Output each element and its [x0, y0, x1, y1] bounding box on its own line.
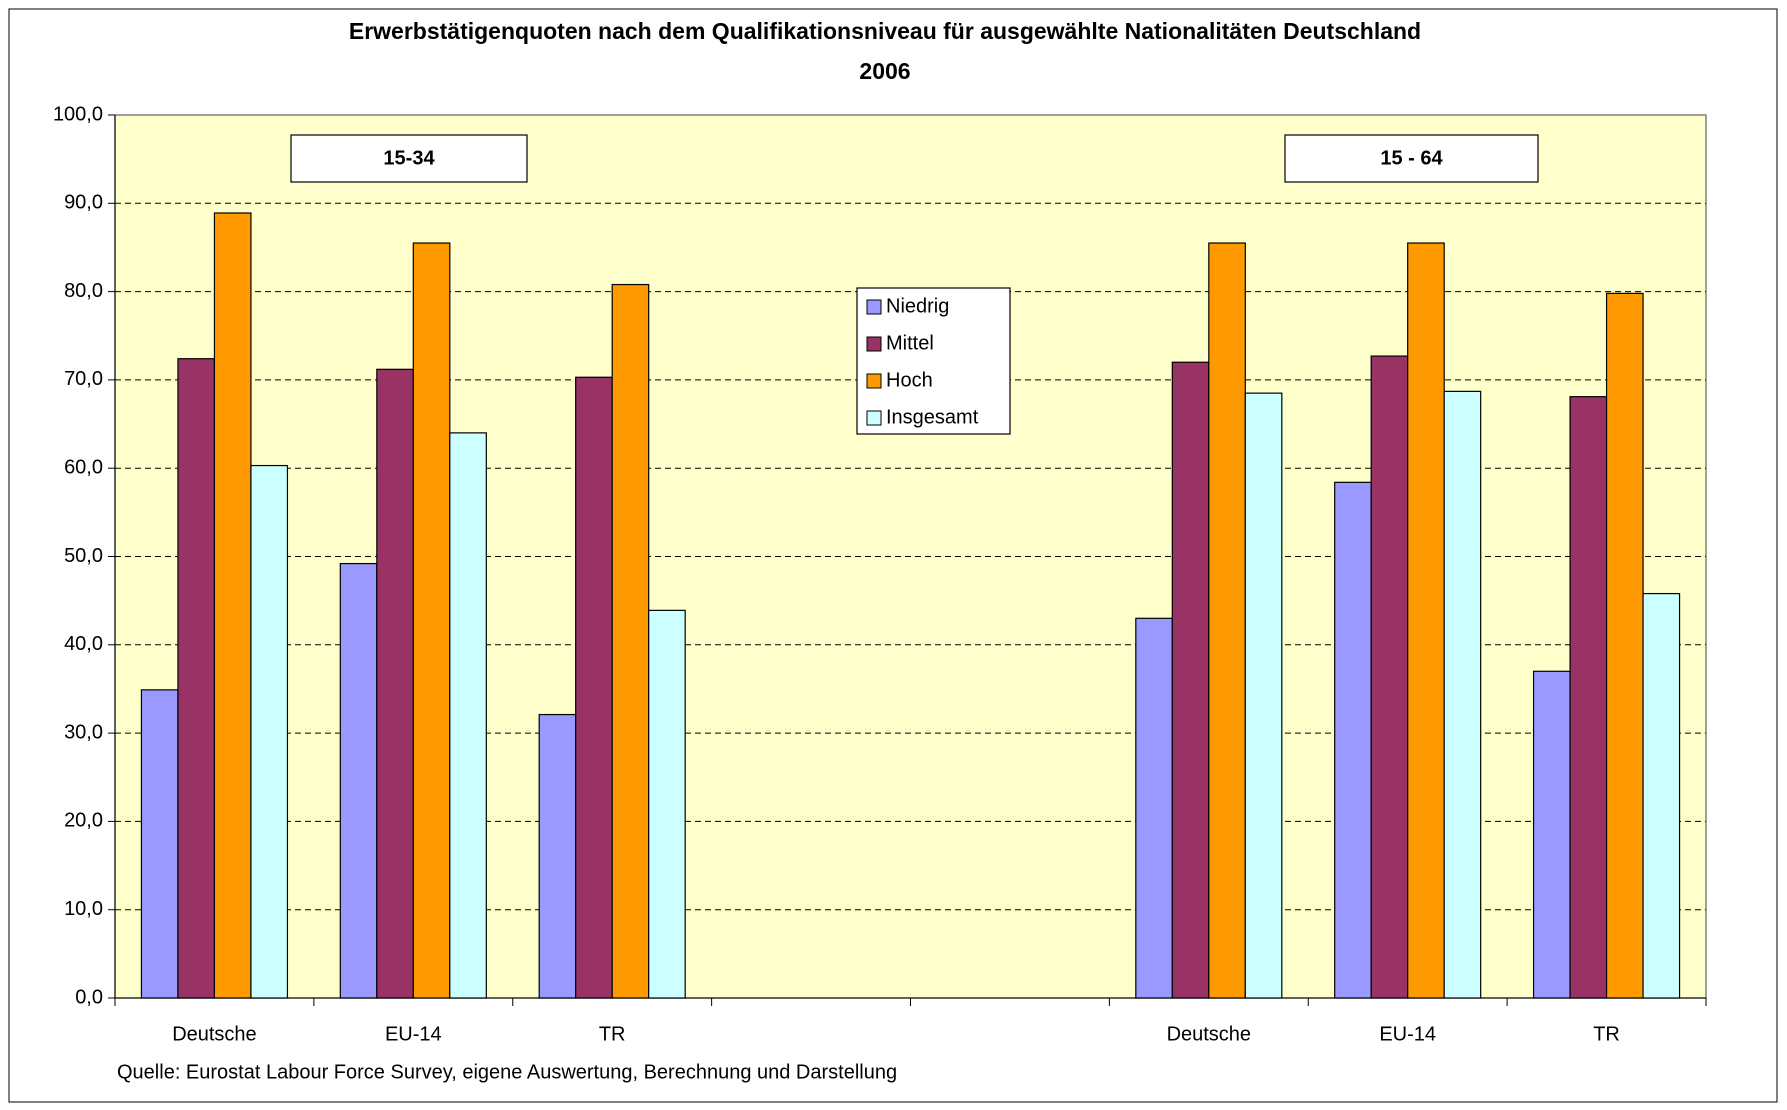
bar	[339, 562, 378, 999]
source-note: Quelle: Eurostat Labour Force Survey, ei…	[117, 1061, 897, 1083]
y-tick-label: 100,0	[53, 103, 103, 125]
y-tick-label: 60,0	[64, 456, 103, 478]
bar	[1407, 242, 1445, 999]
x-tick-label: Deutsche	[172, 1023, 257, 1045]
bar	[1135, 617, 1173, 999]
y-tick-label: 20,0	[64, 810, 103, 832]
legend-label: Niedrig	[886, 295, 949, 317]
bar	[177, 358, 216, 999]
legend	[856, 287, 1011, 435]
bar	[611, 283, 650, 999]
bar	[1334, 481, 1372, 999]
bar	[1370, 355, 1409, 999]
legend-label: Mittel	[886, 332, 934, 354]
y-tick-label: 70,0	[64, 368, 103, 390]
y-tick-label: 10,0	[64, 898, 103, 920]
legend-swatch	[866, 373, 882, 389]
legend-label: Insgesamt	[886, 406, 979, 428]
bar	[250, 464, 289, 999]
bar	[1605, 292, 1644, 999]
bar	[412, 242, 451, 999]
bar	[1642, 592, 1681, 999]
annotation: 15-34	[383, 147, 435, 169]
bar	[1244, 392, 1283, 999]
y-tick-label: 40,0	[64, 633, 103, 655]
bar	[1569, 396, 1608, 999]
legend-swatch	[866, 410, 882, 426]
x-tick-label: EU-14	[385, 1023, 442, 1045]
bar	[538, 713, 577, 999]
y-tick-label: 80,0	[64, 280, 103, 302]
y-tick-label: 50,0	[64, 545, 103, 567]
bar	[648, 609, 686, 999]
bar	[1532, 670, 1571, 999]
bar	[376, 368, 414, 999]
x-tick-label: EU-14	[1379, 1023, 1436, 1045]
bar	[1208, 242, 1246, 999]
legend-swatch	[866, 299, 882, 315]
bar	[449, 432, 487, 999]
bar	[575, 376, 613, 999]
legend-swatch	[866, 336, 882, 352]
bar	[140, 689, 179, 999]
chart-title: 2006	[859, 58, 910, 84]
chart-title: Erwerbstätigenquoten nach dem Qualifikat…	[349, 18, 1421, 44]
x-tick-label: Deutsche	[1167, 1023, 1252, 1045]
x-tick-label: TR	[1593, 1023, 1620, 1045]
bar	[213, 212, 252, 999]
bar	[1171, 361, 1210, 999]
y-tick-label: 90,0	[64, 192, 103, 214]
annotation-box	[290, 134, 528, 183]
y-tick-label: 0,0	[75, 986, 103, 1008]
annotation-box	[1284, 134, 1539, 183]
legend-label: Hoch	[886, 369, 933, 391]
x-tick-label: TR	[599, 1023, 626, 1045]
y-tick-label: 30,0	[64, 721, 103, 743]
bar	[1443, 390, 1482, 999]
annotation: 15 - 64	[1380, 147, 1443, 169]
